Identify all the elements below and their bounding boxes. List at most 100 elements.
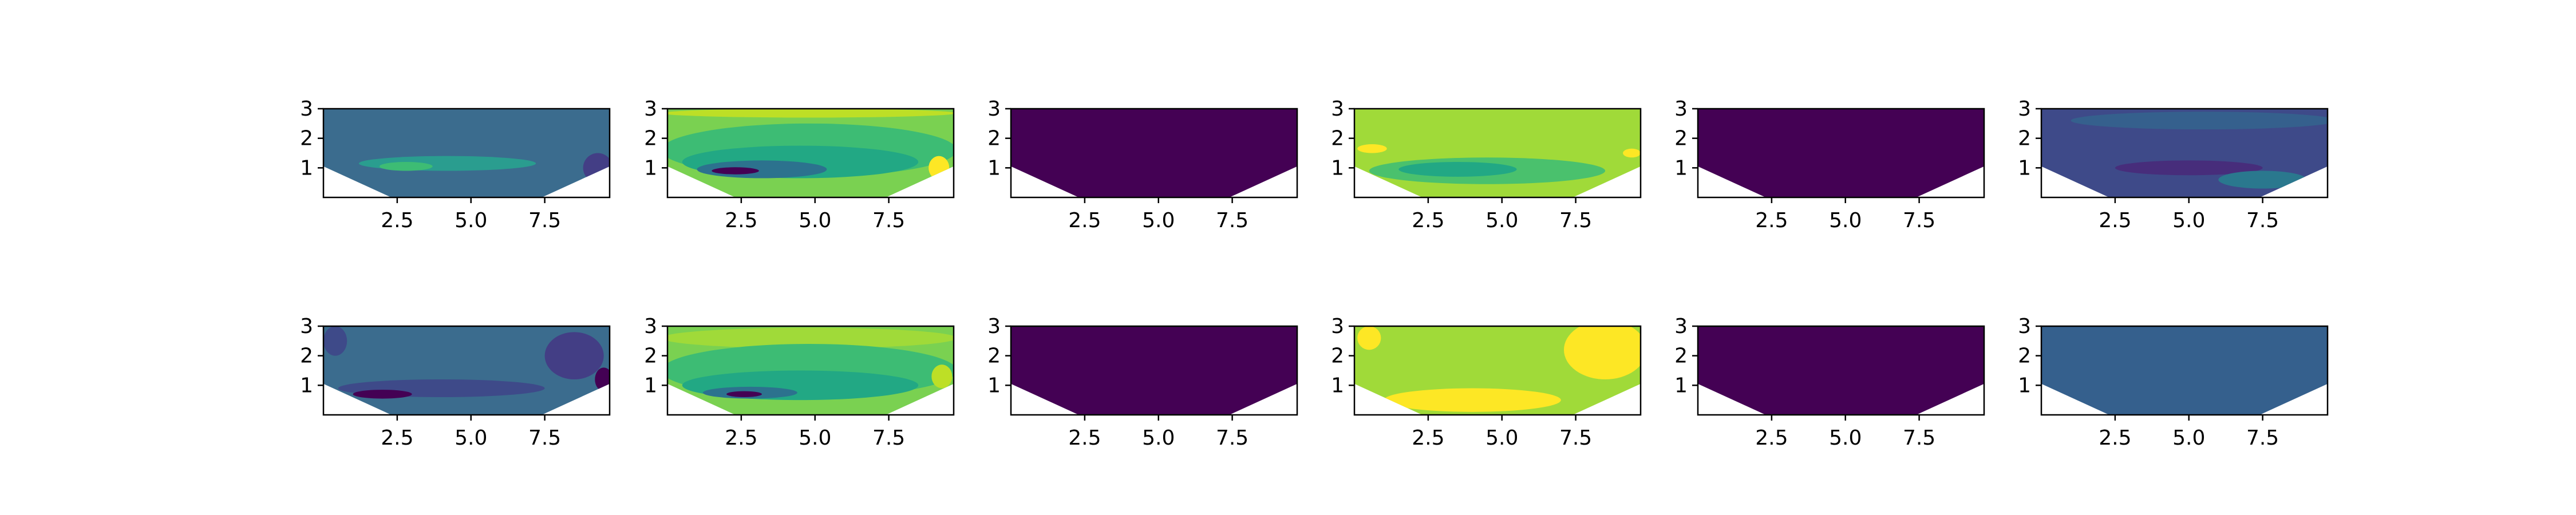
y-tick-label: 1 xyxy=(1331,374,1344,397)
y-tick-label: 2 xyxy=(987,344,1001,368)
axes-frame xyxy=(1010,108,1298,199)
x-tick-label: 2.5 xyxy=(1068,209,1101,232)
panel-r0-c0: 2.5 5.0 7.5 1 2 3 xyxy=(300,97,611,232)
contour-base xyxy=(2041,326,2328,415)
contour-region xyxy=(353,390,412,399)
y-tick-label: 2 xyxy=(300,344,313,368)
y-tick-label: 1 xyxy=(2018,374,2031,397)
contour-region xyxy=(1357,144,1387,153)
y-tick-label: 3 xyxy=(1674,315,1688,338)
axes-frame xyxy=(322,325,611,416)
x-tick-label: 5.0 xyxy=(799,426,831,450)
y-tick-label: 2 xyxy=(644,127,657,150)
y-tick-label: 3 xyxy=(2018,315,2031,338)
x-tick-label: 2.5 xyxy=(2099,426,2131,450)
contour-region xyxy=(931,365,953,389)
y-tick-label: 2 xyxy=(2018,127,2031,150)
x-tick-label: 2.5 xyxy=(725,426,757,450)
axes-frame xyxy=(2040,108,2329,199)
contour-region xyxy=(712,167,759,175)
y-tick-label: 3 xyxy=(987,97,1001,121)
x-tick-label: 5.0 xyxy=(455,209,487,232)
contour-region xyxy=(544,332,604,380)
panel-r1-c1: 2.5 5.0 7.5 1 2 3 xyxy=(644,315,955,450)
y-tick-label: 2 xyxy=(2018,344,2031,368)
y-tick-label: 3 xyxy=(1674,97,1688,121)
axes-frame xyxy=(1353,325,1642,416)
contour-region xyxy=(2115,160,2263,176)
contour-base xyxy=(1354,109,1641,197)
y-tick-label: 3 xyxy=(1331,315,1344,338)
axes-frame xyxy=(666,325,955,416)
x-tick-label: 5.0 xyxy=(799,209,831,232)
contour-region xyxy=(929,156,950,180)
x-tick-label: 7.5 xyxy=(2246,426,2279,450)
y-tick-label: 1 xyxy=(1674,156,1688,180)
contour-field xyxy=(323,109,610,197)
x-tick-label: 2.5 xyxy=(725,209,757,232)
panel-r1-c5: 2.5 5.0 7.5 1 2 3 xyxy=(2018,315,2329,450)
contour-region xyxy=(726,391,762,397)
contour-region xyxy=(379,162,433,171)
contour-region xyxy=(667,327,954,348)
x-tick-label: 2.5 xyxy=(1755,209,1788,232)
contour-region xyxy=(583,153,610,183)
contour-base xyxy=(323,109,610,197)
axes-frame xyxy=(2040,325,2329,416)
contour-field xyxy=(1354,109,1641,197)
y-tick-label: 2 xyxy=(300,127,313,150)
contour-field xyxy=(2041,326,2328,415)
x-tick-label: 5.0 xyxy=(1829,209,1862,232)
x-tick-label: 7.5 xyxy=(872,209,905,232)
contour-field xyxy=(1698,326,1984,415)
contour-field xyxy=(323,326,610,415)
x-tick-label: 2.5 xyxy=(1755,426,1788,450)
x-tick-label: 2.5 xyxy=(1068,426,1101,450)
x-tick-label: 7.5 xyxy=(1216,209,1249,232)
x-tick-label: 5.0 xyxy=(1142,209,1175,232)
y-tick-label: 2 xyxy=(644,344,657,368)
panel-r1-c0: 2.5 5.0 7.5 1 2 3 xyxy=(300,315,611,450)
contour-field xyxy=(667,326,954,415)
x-tick-label: 5.0 xyxy=(2172,209,2205,232)
contour-region xyxy=(1357,326,1381,350)
contour-region xyxy=(1398,162,1517,177)
contour-base xyxy=(1011,109,1297,197)
x-tick-label: 7.5 xyxy=(528,209,561,232)
y-tick-label: 2 xyxy=(1674,344,1688,368)
x-tick-label: 2.5 xyxy=(1412,426,1444,450)
x-tick-label: 7.5 xyxy=(1216,426,1249,450)
contour-field xyxy=(1698,109,1984,197)
y-tick-label: 1 xyxy=(987,156,1001,180)
panel-r0-c3: 2.5 5.0 7.5 1 2 3 xyxy=(1331,97,1642,232)
contour-field xyxy=(667,109,954,197)
y-tick-label: 3 xyxy=(300,315,313,338)
contour-region xyxy=(1623,148,1641,158)
contour-field xyxy=(1011,326,1297,415)
y-tick-label: 2 xyxy=(987,127,1001,150)
contour-base xyxy=(1011,326,1297,415)
contour-field xyxy=(2041,109,2328,197)
y-tick-label: 1 xyxy=(1674,374,1688,397)
axes-frame xyxy=(666,108,955,199)
y-tick-label: 1 xyxy=(1331,156,1344,180)
y-tick-label: 1 xyxy=(644,156,657,180)
contour-region xyxy=(323,326,347,356)
x-tick-label: 7.5 xyxy=(528,426,561,450)
x-tick-label: 7.5 xyxy=(872,426,905,450)
contour-field xyxy=(1354,326,1641,415)
contour-region xyxy=(2218,171,2307,189)
x-tick-label: 5.0 xyxy=(2172,426,2205,450)
y-tick-label: 2 xyxy=(1331,344,1344,368)
y-tick-label: 3 xyxy=(2018,97,2031,121)
y-tick-label: 1 xyxy=(2018,156,2031,180)
panel-r1-c3: 2.5 5.0 7.5 1 2 3 xyxy=(1331,315,1642,450)
x-tick-label: 7.5 xyxy=(1559,209,1592,232)
panel-grid: 2.5 5.0 7.5 1 2 3 2.5 5.0 7.5 1 2 3 2.5 5.0 7.5 1 2 3 2.5 5… xyxy=(300,97,2329,450)
panel-r1-c4: 2.5 5.0 7.5 1 2 3 xyxy=(1674,315,1985,450)
x-tick-label: 2.5 xyxy=(381,209,413,232)
y-tick-label: 3 xyxy=(300,97,313,121)
x-tick-label: 2.5 xyxy=(381,426,413,450)
y-tick-label: 2 xyxy=(1674,127,1688,150)
y-tick-label: 3 xyxy=(644,315,657,338)
